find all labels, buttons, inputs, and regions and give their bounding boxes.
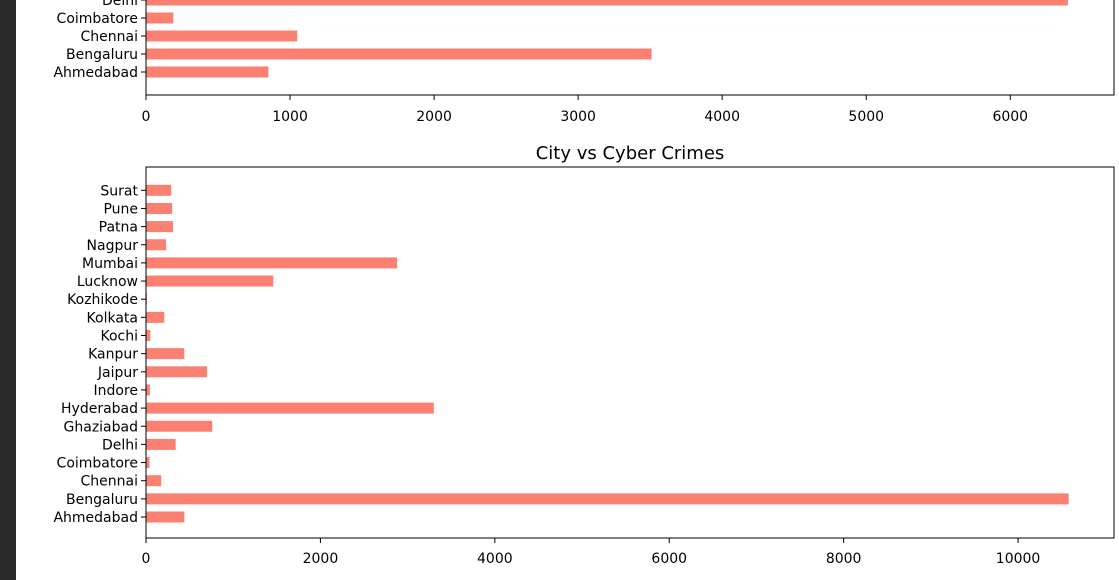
y-tick-label: Ahmedabad: [53, 510, 138, 526]
x-tick-label: 6000: [651, 551, 687, 567]
bar-delhi: [146, 438, 176, 450]
axes-frame: [145, 0, 1115, 96]
x-tick-label: 6000: [992, 109, 1028, 125]
bar-pune: [146, 202, 173, 214]
bar-bengaluru: [146, 493, 1069, 505]
bar-indore: [146, 384, 150, 396]
x-tick-label: 0: [142, 109, 151, 125]
axes-frame: [145, 166, 1115, 539]
y-tick-label: Kanpur: [88, 347, 138, 363]
bar-coimbatore: [146, 12, 174, 24]
bar-ahmedabad: [146, 511, 185, 523]
bar-hyderabad: [146, 402, 434, 414]
y-tick-label: Delhi: [102, 0, 138, 9]
x-tick-label: 3000: [560, 109, 596, 125]
bar-lucknow: [146, 275, 274, 287]
bar-kochi: [146, 330, 151, 341]
y-tick-label: Kozhikode: [67, 292, 138, 308]
x-tick-label: 2000: [416, 109, 452, 125]
bar-jaipur: [146, 366, 208, 378]
bar-patna: [146, 221, 174, 233]
x-tick-label: 4000: [477, 551, 513, 567]
y-tick-label: Bengaluru: [66, 492, 138, 508]
bar-kanpur: [146, 348, 185, 360]
y-tick-label: Patna: [99, 220, 138, 236]
y-tick-label: Nagpur: [87, 238, 139, 254]
bar-ghaziabad: [146, 420, 213, 432]
x-tick-label: 4000: [704, 109, 740, 125]
y-tick-label: Ahmedabad: [53, 65, 138, 81]
y-tick-label: Kolkata: [87, 310, 138, 326]
x-tick-label: 1000: [272, 109, 308, 125]
x-tick-label: 5000: [848, 109, 884, 125]
y-tick-label: Chennai: [81, 474, 138, 490]
y-tick-label: Hyderabad: [61, 401, 138, 417]
bar-coimbatore: [146, 457, 150, 469]
chart-bottom: Ahmedabad Bengaluru Chennai Coimbatore Delhi…: [53, 143, 1115, 567]
x-tick-label: 2000: [303, 551, 339, 567]
x-tick-label: 0: [142, 551, 151, 567]
bar-bengaluru: [146, 48, 652, 60]
x-tick-label: 10000: [996, 551, 1041, 567]
chart-top: Ahmedabad Bengaluru Chennai Coimbatore Delhi…: [53, 0, 1115, 125]
y-tick-label: Mumbai: [82, 256, 138, 272]
bar-chennai: [146, 30, 298, 42]
y-tick-label: Chennai: [81, 29, 138, 45]
y-tick-label: Jaipur: [97, 365, 138, 381]
bar-surat: [146, 184, 172, 196]
x-tick-label: 8000: [826, 551, 862, 567]
bar-mumbai: [146, 257, 398, 269]
scrollbar-track[interactable]: [0, 0, 16, 580]
y-tick-label: Ghaziabad: [64, 419, 138, 435]
y-tick-label: Bengaluru: [66, 47, 138, 63]
y-tick-label: Kochi: [100, 329, 138, 345]
bar-delhi: [146, 0, 1068, 6]
bar-chennai: [146, 475, 162, 487]
chart-title: City vs Cyber Crimes: [536, 143, 725, 164]
y-tick-label: Coimbatore: [57, 456, 138, 472]
bar-kolkata: [146, 311, 165, 323]
y-tick-label: Lucknow: [77, 274, 138, 290]
y-tick-label: Delhi: [102, 437, 138, 453]
y-tick-label: Coimbatore: [57, 11, 138, 27]
y-tick-label: Pune: [103, 201, 138, 217]
y-tick-label: Surat: [100, 183, 138, 199]
y-tick-label: Indore: [93, 383, 138, 399]
bar-ahmedabad: [146, 66, 269, 78]
bar-nagpur: [146, 239, 167, 251]
output-panel: [16, 0, 1119, 580]
